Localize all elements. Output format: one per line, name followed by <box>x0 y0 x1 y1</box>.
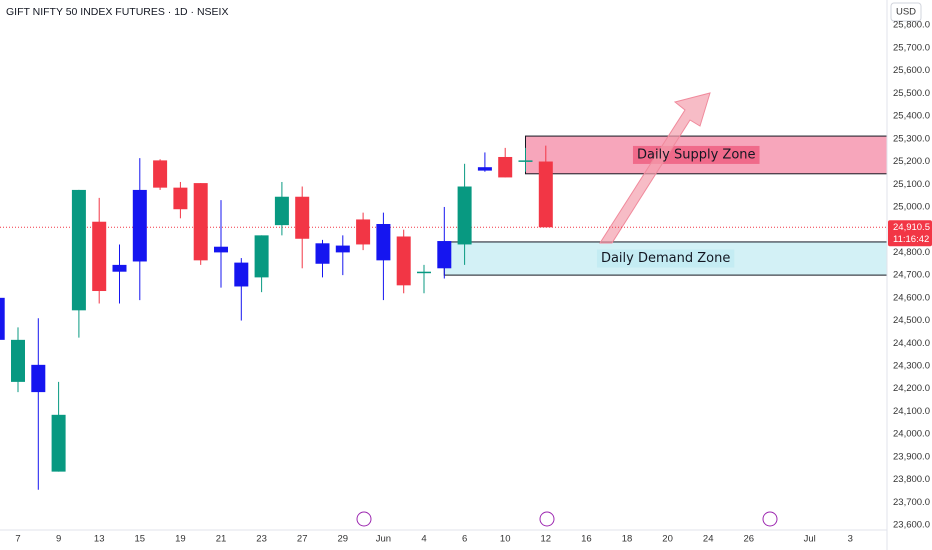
x-tick-label: Jun <box>376 534 391 545</box>
candle-body <box>254 235 269 278</box>
y-tick-label: 24,500.0 <box>893 315 930 326</box>
candle-body <box>153 160 168 188</box>
candle-body <box>214 246 228 253</box>
y-tick-label: 25,100.0 <box>893 179 930 190</box>
candle-body <box>132 189 147 262</box>
y-tick-label: 24,100.0 <box>893 406 930 417</box>
y-tick-label: 25,800.0 <box>893 20 930 31</box>
y-tick-label: 23,800.0 <box>893 474 930 485</box>
y-tick-label: 24,700.0 <box>893 270 930 281</box>
candle-body <box>11 339 25 382</box>
x-tick-label: 27 <box>297 534 308 545</box>
y-tick-label: 24,600.0 <box>893 292 930 303</box>
currency-box <box>890 2 922 22</box>
x-tick-label: 12 <box>541 534 552 545</box>
candle-body <box>234 262 249 287</box>
countdown: 11:16:42 <box>893 234 929 245</box>
candle-body <box>437 241 452 269</box>
x-tick-label: 6 <box>462 534 467 545</box>
x-tick-label: 29 <box>338 534 349 545</box>
y-tick-label: 25,300.0 <box>893 133 930 144</box>
candle-body <box>112 264 127 272</box>
x-tick-label: 23 <box>256 534 267 545</box>
candles <box>0 145 887 490</box>
y-tick-label: 24,400.0 <box>893 338 930 349</box>
candle-body <box>457 186 472 245</box>
candle-body <box>335 245 350 253</box>
candle-body <box>31 364 46 393</box>
y-tick-label: 24,200.0 <box>893 383 930 394</box>
x-tick-label: 19 <box>175 534 186 545</box>
y-tick-label: 25,000.0 <box>893 201 930 212</box>
x-tick-label: 15 <box>135 534 146 545</box>
candle-body <box>92 221 107 292</box>
candle-body <box>477 167 492 171</box>
x-tick-label: 18 <box>622 534 633 545</box>
candle-body <box>498 156 513 178</box>
currency: USD <box>896 7 916 18</box>
x-tick-label: 24 <box>703 534 714 545</box>
candle-body <box>274 196 289 226</box>
event-icon[interactable] <box>356 511 372 527</box>
candle-body <box>356 219 371 245</box>
candle-body <box>376 223 391 261</box>
x-tick-label: 9 <box>56 534 61 545</box>
x-tick-label: 3 <box>848 534 853 545</box>
y-tick-label: 25,600.0 <box>893 65 930 76</box>
x-tick-label: 20 <box>662 534 673 545</box>
x-tick-label: 10 <box>500 534 511 545</box>
x-tick-label: 4 <box>421 534 426 545</box>
y-tick-label: 25,700.0 <box>893 42 930 53</box>
zone-label: Daily Supply Zone <box>637 147 756 162</box>
candle-body <box>173 187 188 210</box>
event-icon[interactable] <box>762 511 778 527</box>
last-price-box <box>888 220 932 247</box>
candle-body <box>417 271 431 274</box>
zone-label-bg <box>596 249 735 268</box>
x-tick-label: 21 <box>216 534 227 545</box>
candle-body <box>71 189 86 311</box>
candle-body <box>538 161 553 228</box>
candle-body <box>518 160 533 162</box>
y-tick-label: 25,200.0 <box>893 156 930 167</box>
y-tick-label: 24,800.0 <box>893 247 930 258</box>
x-tick-label: 13 <box>94 534 105 545</box>
trend-arrow <box>599 92 711 244</box>
candle-body <box>295 196 310 239</box>
x-tick-label: 26 <box>744 534 755 545</box>
y-tick-label: 24,300.0 <box>893 360 930 371</box>
last-price-label: 24,910.5 <box>893 222 930 233</box>
chart-title: GIFT NIFTY 50 INDEX FUTURES · 1D · NSEIX <box>6 6 228 18</box>
zone-label: Daily Demand Zone <box>601 251 730 266</box>
y-tick-label: 24,000.0 <box>893 429 930 440</box>
candle-body <box>315 243 330 264</box>
event-icons <box>356 511 778 527</box>
y-tick-label: 25,500.0 <box>893 88 930 99</box>
y-tick-label: 23,700.0 <box>893 497 930 508</box>
candle-body <box>0 297 5 340</box>
candle-body <box>396 236 411 286</box>
y-tick-label: 23,900.0 <box>893 451 930 462</box>
candle-body <box>193 183 208 261</box>
y-tick-label: 23,600.0 <box>893 520 930 531</box>
candle-body <box>51 414 66 472</box>
x-tick-label: 7 <box>15 534 20 545</box>
y-tick-label: 25,400.0 <box>893 111 930 122</box>
event-icon[interactable] <box>539 511 555 527</box>
x-tick-label: 16 <box>581 534 592 545</box>
x-tick-label: Jul <box>804 534 816 545</box>
